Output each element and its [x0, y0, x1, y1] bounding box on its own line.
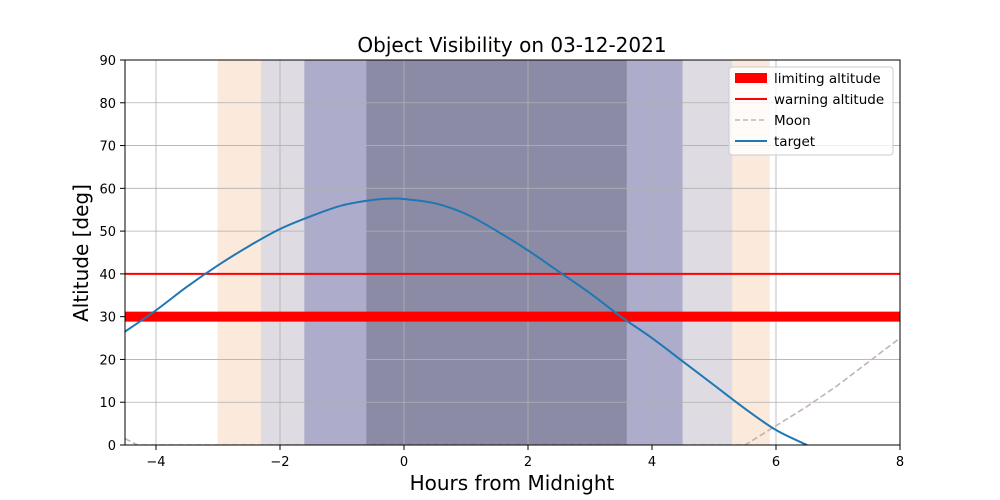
x-tick-label: 0 — [400, 455, 408, 470]
y-tick-label: 80 — [99, 97, 116, 112]
plot-frame — [124, 59, 901, 446]
data-series — [125, 197, 900, 445]
y-tick-label: 70 — [99, 140, 116, 155]
y-tick-label: 40 — [99, 268, 116, 283]
legend: limiting altitude warning altitude Moon tar… — [728, 66, 894, 156]
y-tick-label: 30 — [99, 311, 116, 326]
y-tick-label: 50 — [99, 225, 116, 240]
series-moon — [125, 337, 900, 445]
band-night — [366, 60, 628, 445]
band-astronomical-twilight-morning — [627, 60, 683, 445]
y-axis-title: Altitude [deg] — [69, 184, 93, 322]
y-tick-label: 0 — [108, 439, 116, 454]
band-astronomical-twilight-evening — [304, 60, 367, 445]
chart-title: Object Visibility on 03-12-2021 — [357, 33, 666, 57]
legend-label: warning altitude — [774, 92, 884, 108]
x-tick-label: 6 — [772, 455, 780, 470]
y-tick-label: 90 — [99, 54, 116, 69]
x-tick-label: 4 — [648, 455, 656, 470]
y-tick-label: 20 — [99, 353, 116, 368]
x-tick-label: −2 — [270, 455, 289, 470]
y-tick-label: 60 — [99, 182, 116, 197]
series-target — [125, 197, 808, 445]
band-nautical-twilight-evening — [261, 60, 305, 445]
x-tick-label: 8 — [896, 455, 904, 470]
legend-label: target — [774, 134, 815, 150]
legend-label: Moon — [774, 113, 811, 129]
band-nautical-twilight-morning — [683, 60, 733, 445]
legend-box — [728, 66, 894, 156]
twilight-bands — [217, 60, 770, 445]
x-tick-label: −4 — [146, 455, 165, 470]
x-tick-label: 2 — [524, 455, 532, 470]
x-axis-title: Hours from Midnight — [410, 471, 615, 495]
legend-label: limiting altitude — [774, 71, 881, 87]
y-tick-label: 10 — [99, 396, 116, 411]
